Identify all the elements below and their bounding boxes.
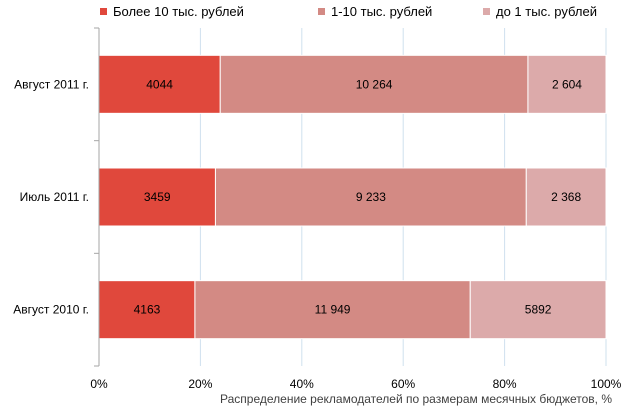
bars: 4044 10 264 2 604 3459 9 233 2 368 4163 11 949 5… <box>98 54 607 340</box>
chart-legend: Более 10 тыс. рублей 1-10 тыс. рублей до… <box>0 4 628 22</box>
data-label: 2 368 <box>551 190 581 204</box>
data-label: 9 233 <box>356 190 386 204</box>
x-tick-label: 100% <box>591 377 622 391</box>
data-label: 11 949 <box>315 303 351 317</box>
x-tick-label: 20% <box>188 377 212 391</box>
data-label: 2 604 <box>552 77 582 91</box>
y-category-label: Август 2011 г. <box>14 77 89 91</box>
y-category-label: Июль 2011 г. <box>20 190 89 204</box>
legend-item-1-10k: 1-10 тыс. рублей <box>318 4 432 19</box>
legend-swatch <box>100 8 107 15</box>
data-label: 10 264 <box>356 77 393 91</box>
legend-swatch <box>318 8 325 15</box>
bar-segment <box>469 280 607 340</box>
legend-label: 1-10 тыс. рублей <box>331 4 433 19</box>
legend-label: Более 10 тыс. рублей <box>113 4 244 19</box>
bar-segment <box>527 54 607 114</box>
legend-label: до 1 тыс. рублей <box>496 4 597 19</box>
bar-segment <box>219 54 529 114</box>
x-tick-label: 60% <box>391 377 415 391</box>
data-label: 4044 <box>146 77 173 91</box>
bar-segment <box>214 167 527 227</box>
axes: 0% 20% 40% 60% 80% 100% Август 2011 г. Июль 201… <box>13 27 622 391</box>
y-category-label: Август 2010 г. <box>13 303 89 317</box>
legend-item-over-10k: Более 10 тыс. рублей <box>100 4 244 19</box>
data-label: 5892 <box>525 303 552 317</box>
x-tick-label: 80% <box>493 377 517 391</box>
x-tick-label: 40% <box>290 377 314 391</box>
x-axis-label: Распределение рекламодателей по размерам… <box>220 392 612 406</box>
data-label: 4163 <box>134 303 161 317</box>
legend-item-under-1k: до 1 тыс. рублей <box>483 4 597 19</box>
legend-swatch <box>483 8 490 15</box>
x-tick-label: 0% <box>90 377 108 391</box>
bar-segment <box>98 280 196 340</box>
bar-segment <box>98 54 221 114</box>
bar-segment <box>525 167 607 227</box>
bar-segment <box>98 167 216 227</box>
data-label: 3459 <box>144 190 171 204</box>
